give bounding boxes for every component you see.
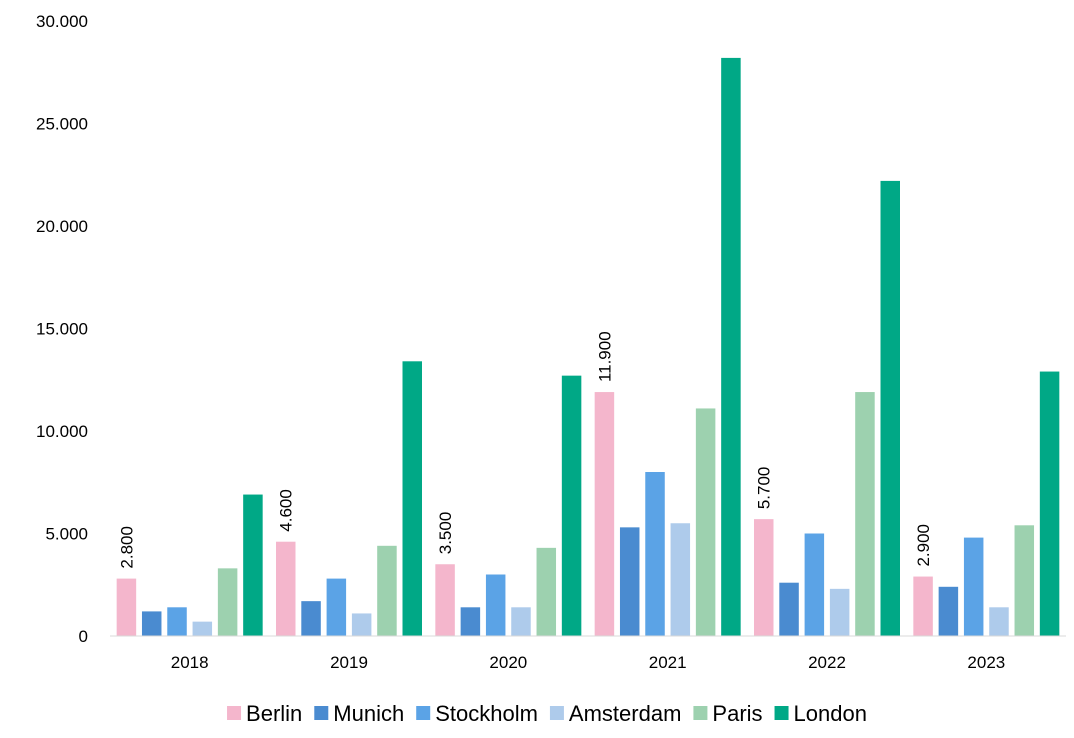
bar-amsterdam-2018 <box>192 621 213 636</box>
bar-paris-2023 <box>1014 525 1035 636</box>
bar-berlin-2021 <box>594 392 615 636</box>
data-label-berlin-2020: 3.500 <box>436 512 455 555</box>
legend-swatch-munich <box>314 706 329 720</box>
legend-swatch-amsterdam <box>549 706 564 720</box>
bar-amsterdam-2022 <box>829 588 850 636</box>
bar-paris-2019 <box>377 545 397 636</box>
data-label-berlin-2023: 2.900 <box>914 524 933 567</box>
y-tick-label: 0 <box>79 627 88 646</box>
bar-munich-2020 <box>460 607 481 636</box>
bar-amsterdam-2020 <box>511 607 531 636</box>
bar-berlin-2018 <box>116 578 137 636</box>
bar-paris-2022 <box>855 392 875 636</box>
y-tick-label: 30.000 <box>36 12 88 31</box>
x-axis: 2018 2019 2020 2021 2022 2023 <box>171 653 1005 672</box>
data-label-berlin-2022: 5.700 <box>755 467 774 510</box>
y-tick-label: 5.000 <box>45 525 88 544</box>
y-tick-label: 15.000 <box>36 320 88 339</box>
bar-amsterdam-2019 <box>351 613 372 636</box>
bar-paris-2021 <box>695 408 716 636</box>
legend-label-munich: Munich <box>333 701 404 726</box>
legend-swatch-berlin <box>227 706 242 720</box>
bars <box>116 57 1060 636</box>
bar-london-2019 <box>402 361 422 636</box>
bar-amsterdam-2023 <box>989 607 1009 636</box>
legend-label-berlin: Berlin <box>246 701 302 726</box>
bar-stockholm-2022 <box>804 533 825 636</box>
bar-stockholm-2020 <box>485 574 506 636</box>
y-tick-label: 25.000 <box>36 115 88 134</box>
legend-item-paris: Paris <box>693 701 763 726</box>
legend-label-london: London <box>794 701 867 726</box>
x-tick-label: 2020 <box>489 653 527 672</box>
bar-london-2023 <box>1039 371 1060 636</box>
x-tick-label: 2019 <box>330 653 368 672</box>
bar-berlin-2023 <box>913 576 933 636</box>
legend-label-stockholm: Stockholm <box>435 701 538 726</box>
y-tick-label: 10.000 <box>36 422 88 441</box>
legend-swatch-stockholm <box>416 706 431 720</box>
data-label-berlin-2019: 4.600 <box>277 489 296 532</box>
bar-london-2022 <box>880 180 900 636</box>
bar-munich-2023 <box>938 586 959 636</box>
legend-item-amsterdam: Amsterdam <box>549 701 681 726</box>
x-tick-label: 2022 <box>808 653 846 672</box>
bar-berlin-2022 <box>754 519 774 636</box>
legend-item-berlin: Berlin <box>227 701 302 726</box>
legend-label-amsterdam: Amsterdam <box>569 701 681 726</box>
x-tick-label: 2023 <box>967 653 1005 672</box>
bar-london-2018 <box>243 494 263 636</box>
bar-munich-2019 <box>301 601 321 636</box>
bar-stockholm-2021 <box>645 472 665 636</box>
legend: Berlin Munich Stockholm Amsterdam Paris Londo… <box>227 701 867 726</box>
data-labels: 2.800 4.600 3.500 11.900 5.700 2.900 <box>117 331 933 568</box>
x-tick-label: 2021 <box>649 653 687 672</box>
bar-amsterdam-2021 <box>670 523 691 636</box>
bar-berlin-2020 <box>435 564 455 636</box>
data-label-berlin-2018: 2.800 <box>117 526 136 569</box>
y-axis: 0 5.000 10.000 15.000 20.000 25.000 30.000 <box>36 12 88 646</box>
bar-berlin-2019 <box>276 541 296 636</box>
bar-paris-2018 <box>217 568 238 636</box>
legend-item-london: London <box>774 701 867 726</box>
legend-swatch-london <box>774 706 789 720</box>
y-tick-label: 20.000 <box>36 217 88 236</box>
bar-munich-2022 <box>779 582 799 636</box>
data-label-berlin-2021: 11.900 <box>595 331 614 382</box>
legend-label-paris: Paris <box>712 701 762 726</box>
legend-item-stockholm: Stockholm <box>416 701 538 726</box>
bar-stockholm-2018 <box>167 607 187 636</box>
bar-stockholm-2023 <box>963 537 984 636</box>
bar-paris-2020 <box>536 547 557 636</box>
bar-london-2021 <box>721 57 741 636</box>
bar-munich-2021 <box>619 527 640 636</box>
legend-swatch-paris <box>693 706 708 720</box>
x-tick-label: 2018 <box>171 653 209 672</box>
bar-london-2020 <box>561 375 582 636</box>
bar-munich-2018 <box>141 611 162 636</box>
bar-stockholm-2019 <box>326 578 347 636</box>
legend-item-munich: Munich <box>314 701 404 726</box>
